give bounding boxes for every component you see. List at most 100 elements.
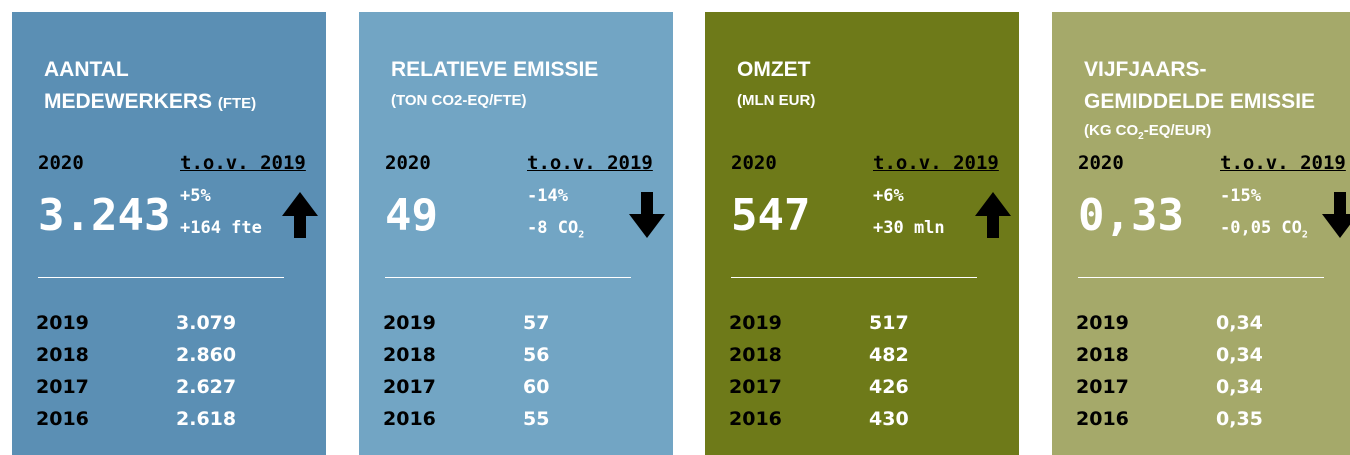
- history-value: 482: [869, 344, 909, 366]
- text: -8 CO: [527, 218, 579, 238]
- history-value: 3.079: [176, 312, 237, 334]
- text: RELATIEVE EMISSIE: [391, 58, 599, 81]
- kpi-card: OMZET (MLN EUR) 2020 t.o.v. 2019 547 +6% +30 m…: [705, 12, 1019, 455]
- text: MEDEWERKERS: [44, 90, 213, 113]
- subscript: 2: [1301, 229, 1308, 241]
- year-label: 2020: [731, 152, 777, 174]
- title-line: GEMIDDELDE EMISSIE: [1084, 86, 1315, 118]
- text: GEMIDDELDE EMISSIE: [1084, 90, 1316, 113]
- text: +164 fte: [180, 218, 262, 238]
- divider: [385, 277, 631, 278]
- change-percent: -15%: [1220, 186, 1261, 206]
- title-unit: (FTE): [217, 95, 257, 112]
- change-absolute: +30 mln: [873, 218, 945, 238]
- divider: [1078, 277, 1324, 278]
- trend-arrow: [1322, 192, 1350, 238]
- title-line: RELATIEVE EMISSIE: [391, 54, 598, 86]
- history-year: 2019: [36, 312, 89, 334]
- change-absolute: -0,05 CO2: [1220, 218, 1308, 240]
- change-absolute: +164 fte: [180, 218, 262, 238]
- compare-label: t.o.v. 2019: [180, 152, 306, 174]
- text: VIJFJAARS-: [1084, 58, 1207, 81]
- text: (MLN EUR): [737, 92, 816, 109]
- kpi-card: AANTAL MEDEWERKERS (FTE) 2020 t.o.v. 2019 3.…: [12, 12, 326, 455]
- arrow-shape: [1322, 192, 1350, 238]
- trend-arrow: [975, 192, 1011, 238]
- change-percent: +5%: [180, 186, 211, 206]
- history-value: 517: [869, 312, 909, 334]
- history-year: 2018: [729, 344, 782, 366]
- history-year: 2017: [383, 376, 436, 398]
- title-line: OMZET: [737, 54, 811, 86]
- history-value: 430: [869, 408, 909, 430]
- main-value: 49: [385, 190, 438, 241]
- history-year: 2018: [36, 344, 89, 366]
- history-year: 2019: [729, 312, 782, 334]
- card-subtitle: (TON CO2-EQ/FTE): [391, 92, 527, 109]
- trend-arrow: [282, 192, 318, 238]
- history-year: 2019: [1076, 312, 1129, 334]
- title-line: AANTAL: [44, 54, 256, 86]
- year-label: 2020: [1078, 152, 1124, 174]
- subscript: 2: [578, 229, 585, 241]
- card-title: AANTAL MEDEWERKERS (FTE): [44, 54, 256, 120]
- compare-label: t.o.v. 2019: [527, 152, 653, 174]
- history-value: 57: [523, 312, 550, 334]
- history-value: 0,35: [1216, 408, 1263, 430]
- history-year: 2018: [383, 344, 436, 366]
- text: +30 mln: [873, 218, 945, 238]
- history-value: 60: [523, 376, 550, 398]
- history-value: 56: [523, 344, 550, 366]
- history-year: 2017: [729, 376, 782, 398]
- history-year: 2016: [383, 408, 436, 430]
- text: (TON CO2-EQ/FTE): [391, 92, 527, 109]
- history-year: 2016: [729, 408, 782, 430]
- change-absolute: -8 CO2: [527, 218, 584, 240]
- compare-label: t.o.v. 2019: [1220, 152, 1346, 174]
- main-value: 3.243: [38, 190, 171, 241]
- history-year: 2016: [1076, 408, 1129, 430]
- main-value: 547: [731, 190, 811, 241]
- history-value: 0,34: [1216, 344, 1263, 366]
- title-line: MEDEWERKERS (FTE): [44, 86, 256, 120]
- text: (KG CO: [1084, 122, 1139, 139]
- history-year: 2017: [36, 376, 89, 398]
- card-subtitle: (KG CO2-EQ/EUR): [1084, 122, 1211, 142]
- history-value: 426: [869, 376, 909, 398]
- history-value: 2.860: [176, 344, 237, 366]
- main-value: 0,33: [1078, 190, 1184, 241]
- year-label: 2020: [385, 152, 431, 174]
- title-line: VIJFJAARS-: [1084, 54, 1315, 86]
- year-label: 2020: [38, 152, 84, 174]
- history-year: 2019: [383, 312, 436, 334]
- text: OMZET: [737, 58, 811, 81]
- history-year: 2017: [1076, 376, 1129, 398]
- compare-label: t.o.v. 2019: [873, 152, 999, 174]
- card-subtitle: (MLN EUR): [737, 92, 815, 109]
- card-title: VIJFJAARS- GEMIDDELDE EMISSIE: [1084, 54, 1315, 118]
- text: -0,05 CO: [1220, 218, 1302, 238]
- card-title: OMZET: [737, 54, 811, 86]
- divider: [731, 277, 977, 278]
- history-value: 55: [523, 408, 550, 430]
- card-title: RELATIEVE EMISSIE: [391, 54, 598, 86]
- history-value: 2.627: [176, 376, 237, 398]
- history-year: 2018: [1076, 344, 1129, 366]
- history-value: 0,34: [1216, 312, 1263, 334]
- arrow-shape: [629, 192, 665, 238]
- change-percent: -14%: [527, 186, 568, 206]
- history-value: 0,34: [1216, 376, 1263, 398]
- history-value: 2.618: [176, 408, 237, 430]
- text: AANTAL: [44, 58, 129, 81]
- kpi-card: VIJFJAARS- GEMIDDELDE EMISSIE (KG CO2-EQ/E…: [1052, 12, 1350, 455]
- text: -EQ/EUR): [1143, 122, 1212, 139]
- arrow-shape: [975, 192, 1011, 238]
- kpi-card: RELATIEVE EMISSIE (TON CO2-EQ/FTE) 2020 t.o…: [359, 12, 673, 455]
- subscript: 2: [1138, 131, 1144, 142]
- divider: [38, 277, 284, 278]
- arrow-shape: [282, 192, 318, 238]
- trend-arrow: [629, 192, 665, 238]
- history-year: 2016: [36, 408, 89, 430]
- change-percent: +6%: [873, 186, 904, 206]
